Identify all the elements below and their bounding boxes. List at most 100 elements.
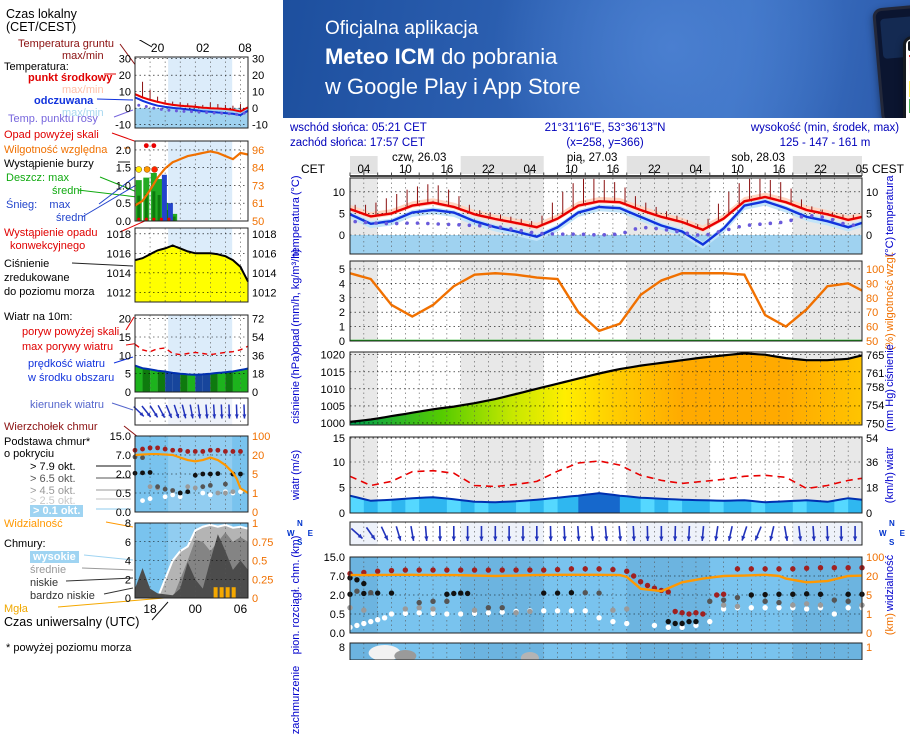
svg-text:20: 20 [252,450,264,462]
svg-text:0.0: 0.0 [116,216,131,228]
coords-info: 21°31'16"E, 53°36'13"N [545,122,666,134]
svg-text:1: 1 [252,518,258,530]
svg-text:0.25: 0.25 [252,574,273,586]
meteogram-page: Oficjalna aplikacja Meteo ICM do pobrani… [0,0,910,660]
svg-text:-10: -10 [115,120,131,132]
svg-text:758: 758 [866,382,884,394]
svg-text:72: 72 [252,314,264,326]
svg-text:0.5: 0.5 [252,556,267,568]
svg-text:1005: 1005 [321,401,345,413]
svg-text:50: 50 [866,336,878,348]
axis-title-temp-right: (°C)temperatura [884,176,896,257]
svg-text:10: 10 [252,87,264,99]
svg-text:-10: -10 [252,120,268,132]
axis-title-visibility-right: (km)widzialność [884,555,896,635]
axis-title-temp: temperatura(°C) [290,176,302,257]
svg-text:2.0: 2.0 [116,145,131,157]
svg-text:20: 20 [866,571,878,583]
svg-text:50: 50 [252,216,264,228]
svg-text:1012: 1012 [252,287,276,299]
svg-text:sob, 28.03: sob, 28.03 [731,152,785,164]
svg-text:15: 15 [119,332,131,344]
svg-text:czw, 26.03: czw, 26.03 [392,152,446,164]
app-promo-banner[interactable]: Oficjalna aplikacja Meteo ICM do pobrani… [283,0,910,118]
svg-text:30: 30 [252,54,264,66]
svg-text:5: 5 [125,369,131,381]
svg-text:60: 60 [866,322,878,334]
svg-text:1010: 1010 [321,384,345,396]
svg-text:54: 54 [252,332,264,344]
svg-text:761: 761 [866,368,884,380]
svg-text:1: 1 [339,322,345,334]
svg-text:100: 100 [252,431,270,443]
svg-text:1016: 1016 [252,248,276,260]
svg-text:0.5: 0.5 [330,609,345,621]
svg-text:0.5: 0.5 [116,198,131,210]
svg-text:100: 100 [866,552,884,564]
svg-text:0: 0 [252,593,258,605]
svg-text:5: 5 [339,208,345,220]
svg-text:1.5: 1.5 [116,163,131,175]
svg-text:0.0: 0.0 [330,628,345,640]
svg-text:0: 0 [252,387,258,399]
svg-text:06: 06 [234,602,248,616]
svg-text:10: 10 [119,87,131,99]
svg-text:30: 30 [119,54,131,66]
svg-text:1020: 1020 [321,350,345,362]
altitude-label: wysokość (min, środek, max) [751,122,899,134]
svg-text:0.5: 0.5 [116,488,131,500]
axis-title-precip: opad(mm/h, kg/m³/h) [290,249,302,353]
svg-text:1018: 1018 [107,229,131,241]
axis-title-humidity-right: (%)wilgotność wzgl. [884,252,896,351]
svg-text:0: 0 [866,230,872,242]
svg-text:0: 0 [866,508,872,520]
svg-text:18: 18 [252,369,264,381]
svg-text:1014: 1014 [252,268,276,280]
svg-text:1.0: 1.0 [116,180,131,192]
svg-text:20: 20 [119,314,131,326]
sunrise-info: wschód słońca: 05:21 CET [290,122,427,134]
svg-text:1012: 1012 [107,287,131,299]
svg-text:1018: 1018 [252,229,276,241]
svg-text:8: 8 [125,518,131,530]
svg-text:0: 0 [252,103,258,115]
svg-text:0.75: 0.75 [252,537,273,549]
svg-text:02: 02 [196,41,210,55]
svg-text:7.0: 7.0 [116,450,131,462]
svg-text:2.0: 2.0 [116,469,131,481]
svg-text:765: 765 [866,350,884,362]
axis-title-pressure: ciśnienie(hPa) [290,352,302,424]
svg-text:8: 8 [339,642,345,654]
banner-line1: Oficjalna aplikacja [325,18,478,40]
svg-text:1015: 1015 [321,367,345,379]
axis-title-pressure-right: (mm Hg)ciśnienie [884,344,896,432]
svg-text:5: 5 [866,208,872,220]
legend-cet-cest: (CET/CEST) [6,21,76,33]
phone-mockup-3 [903,36,910,118]
svg-text:5: 5 [339,264,345,276]
svg-text:10: 10 [333,457,345,469]
svg-text:5: 5 [252,469,258,481]
svg-text:2: 2 [125,574,131,586]
svg-text:08: 08 [238,41,252,55]
svg-text:80: 80 [866,293,878,305]
svg-text:61: 61 [252,198,264,210]
svg-text:1: 1 [252,488,258,500]
svg-text:15.0: 15.0 [110,431,131,443]
svg-text:1016: 1016 [107,248,131,260]
legend-local-time: Czas lokalny [6,8,77,20]
svg-text:0: 0 [339,508,345,520]
svg-text:CET: CET [301,162,326,176]
svg-text:754: 754 [866,400,884,412]
svg-text:1: 1 [866,609,872,621]
axis-title-cloudcover: zachmurzenie [290,666,302,734]
svg-text:36: 36 [252,350,264,362]
svg-text:73: 73 [252,180,264,192]
svg-text:84: 84 [252,163,264,175]
svg-text:15: 15 [333,433,345,445]
svg-text:00: 00 [189,602,203,616]
svg-text:2: 2 [339,307,345,319]
svg-text:20: 20 [252,70,264,82]
banner-line3: w Google Play i App Store [325,74,581,100]
